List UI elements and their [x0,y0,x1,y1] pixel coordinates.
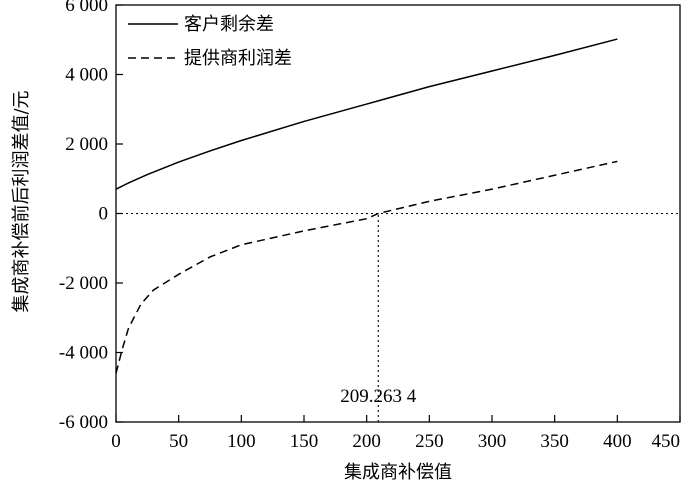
x-tick-label: 150 [290,431,319,452]
y-axis-ticks: 6 000 4 000 2 000 0 -2 000 -4 000 -6 000 [59,0,123,433]
y-tick-label: 0 [99,204,109,225]
x-tick-label: 100 [227,431,256,452]
x-tick-label: 0 [111,431,121,452]
x-tick-label: 50 [169,431,188,452]
y-axis-title: 集成商补偿前后利润差值/元 [11,90,32,312]
x-axis-ticks: 0 50 100 150 200 250 300 350 400 450 [111,415,681,452]
y-tick-label: -2 000 [59,273,108,294]
y-tick-label: -6 000 [59,412,108,433]
y-tick-label: 6 000 [65,0,108,16]
y-tick-label: 4 000 [65,65,108,86]
legend-label: 提供商利润差 [184,48,292,69]
series-line-customer-surplus-diff [115,38,618,190]
reference-lines [116,212,680,422]
legend-label: 客户剩余差 [184,14,274,35]
intersection-annotation: 209.263 4 [340,386,417,407]
x-tick-label: 350 [540,431,569,452]
x-axis-title: 集成商补偿值 [344,462,452,483]
x-tick-label: 450 [652,431,681,452]
x-tick-label: 400 [603,431,632,452]
y-tick-label: 2 000 [65,134,108,155]
x-tick-label: 200 [352,431,381,452]
series-group [115,38,618,374]
series-line-provider-profit-diff [115,160,618,374]
x-tick-label: 250 [415,431,444,452]
x-tick-label: 300 [478,431,507,452]
y-tick-label: -4 000 [59,343,108,364]
